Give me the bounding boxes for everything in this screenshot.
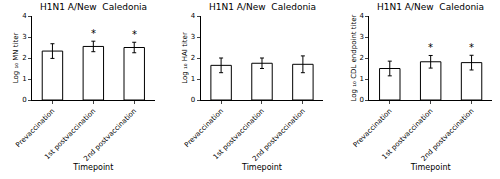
svg-text:Prevaccination: Prevaccination (183, 107, 225, 149)
svg-text:Log ₁₀ CDL endpoint titer: Log ₁₀ CDL endpoint titer (350, 14, 358, 101)
svg-text:2nd postvaccination: 2nd postvaccination (420, 107, 476, 163)
svg-text:1: 1 (359, 75, 363, 83)
svg-text:Log ₁₀ MN titer: Log ₁₀ MN titer (12, 33, 20, 84)
svg-text:*: * (132, 29, 137, 40)
svg-text:Timepoint: Timepoint (72, 163, 113, 172)
svg-text:0: 0 (191, 96, 195, 104)
svg-text:0: 0 (359, 96, 363, 104)
svg-text:3: 3 (191, 33, 195, 41)
svg-text:2: 2 (191, 54, 195, 62)
svg-text:4: 4 (22, 12, 27, 20)
svg-text:2: 2 (22, 54, 26, 62)
svg-text:2nd postvaccination: 2nd postvaccination (82, 107, 138, 163)
svg-text:1st postvaccination: 1st postvaccination (212, 107, 266, 161)
svg-text:H1N1 A/New Caledonia: H1N1 A/New Caledonia (209, 2, 316, 12)
svg-text:4: 4 (359, 12, 364, 20)
svg-text:1: 1 (191, 75, 195, 83)
svg-text:*: * (91, 28, 96, 39)
svg-text:H1N1 A/New Caledonia: H1N1 A/New Caledonia (40, 2, 147, 12)
svg-text:0: 0 (22, 96, 26, 104)
svg-text:Timepoint: Timepoint (241, 163, 282, 172)
svg-text:1st postvaccination: 1st postvaccination (43, 107, 97, 161)
svg-text:*: * (469, 42, 474, 53)
svg-text:*: * (428, 42, 433, 53)
svg-text:H1N1 A/New Caledonia: H1N1 A/New Caledonia (377, 2, 484, 12)
svg-text:Timepoint: Timepoint (410, 163, 451, 172)
svg-text:3: 3 (359, 33, 363, 41)
svg-text:1st postvaccination: 1st postvaccination (381, 107, 435, 161)
svg-text:1: 1 (22, 75, 26, 83)
svg-text:2: 2 (359, 54, 363, 62)
svg-text:Prevaccination: Prevaccination (14, 107, 56, 149)
svg-text:2nd postvaccination: 2nd postvaccination (251, 107, 307, 163)
svg-text:Log ₁₀ HAI titer: Log ₁₀ HAI titer (181, 32, 189, 84)
svg-text:4: 4 (191, 12, 196, 20)
svg-text:3: 3 (22, 33, 26, 41)
svg-text:Prevaccination: Prevaccination (352, 107, 394, 149)
